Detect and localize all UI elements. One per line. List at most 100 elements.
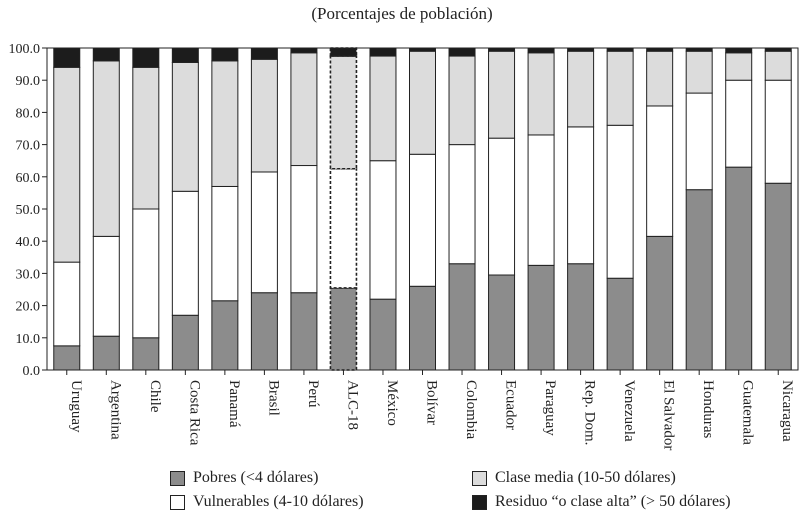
x-tick-label-honduras: Honduras bbox=[700, 380, 716, 438]
bar-argentina-vulnerables bbox=[92, 235, 120, 337]
legend-label-pobres: Pobres (<4 dólares) bbox=[193, 469, 319, 486]
bar-uruguay-pobres bbox=[53, 345, 81, 371]
bar-colombia-pobres bbox=[448, 263, 476, 371]
bar-colombia-clase bbox=[448, 55, 476, 146]
bar-el-salvador-residuo bbox=[646, 47, 674, 52]
bar-costa-rica-vulnerables bbox=[171, 190, 199, 316]
bar-honduras-residuo bbox=[685, 47, 713, 52]
bar-mexico-residuo bbox=[369, 47, 397, 57]
chart-title: (Porcentajes de población) bbox=[311, 4, 493, 23]
bar-bolivar-residuo bbox=[409, 47, 436, 52]
bar-el-salvador-pobres bbox=[646, 235, 674, 371]
bar-brasil-residuo bbox=[250, 47, 278, 60]
bar-argentina-clase bbox=[92, 60, 120, 237]
legend-label-vulnerables: Vulnerables (4-10 dólares) bbox=[193, 493, 364, 510]
legend-label-residuo: Residuo “o clase alta” (> 50 dólares) bbox=[495, 493, 731, 510]
bar-panama-residuo bbox=[211, 47, 239, 62]
bar-venezuela-pobres bbox=[606, 277, 634, 371]
y-tick-label: 40.0 bbox=[16, 235, 41, 250]
bar-rep-dom-residuo bbox=[567, 47, 595, 52]
bar-costa-rica-residuo bbox=[171, 47, 199, 63]
x-tick-label-paraguay: Paraguay bbox=[542, 380, 558, 436]
bar-brasil-vulnerables bbox=[250, 171, 278, 294]
x-tick-label-nicaragua: Nicaragua bbox=[779, 380, 795, 442]
bar-peru-residuo bbox=[290, 47, 318, 54]
x-tick-label-el-salvador: El Salvador bbox=[661, 380, 677, 450]
x-tick-label-colombia: Colombia bbox=[463, 380, 479, 440]
bar-ecuador-clase bbox=[488, 50, 516, 139]
bar-colombia-vulnerables bbox=[448, 144, 476, 265]
bar-costa-rica-pobres bbox=[171, 314, 199, 371]
x-tick-label-brasil: Brasil bbox=[265, 380, 281, 416]
y-tick-label: 20.0 bbox=[16, 300, 41, 315]
bar-honduras-clase bbox=[685, 50, 713, 94]
legend-item-residuo: Residuo “o clase alta” (> 50 dólares) bbox=[472, 493, 731, 511]
bar-nicaragua-clase bbox=[764, 50, 792, 81]
legend-item-pobres: Pobres (<4 dólares) bbox=[170, 469, 318, 487]
y-tick-label: 100.0 bbox=[9, 42, 41, 57]
bar-venezuela-vulnerables bbox=[606, 124, 634, 279]
bar-bolivar-clase bbox=[409, 50, 436, 155]
bar-peru-vulnerables bbox=[290, 165, 318, 294]
x-tick-label-venezuela: Venezuela bbox=[621, 380, 637, 442]
bar-paraguay-pobres bbox=[527, 264, 555, 371]
legend-swatch-clase-media bbox=[472, 470, 487, 486]
bar-chile-clase bbox=[132, 66, 160, 210]
bar-chile-pobres bbox=[132, 337, 160, 371]
x-tick-label-ecuador: Ecuador bbox=[503, 380, 519, 430]
legend-item-vulnerables: Vulnerables (4-10 dólares) bbox=[170, 493, 364, 511]
bar-argentina-residuo bbox=[92, 47, 120, 62]
legend-swatch-residuo bbox=[472, 494, 487, 510]
x-tick-label-chile: Chile bbox=[147, 380, 163, 413]
x-tick-label-panama: Panamá bbox=[226, 380, 242, 428]
y-tick-label: 10.0 bbox=[16, 332, 41, 347]
bar-uruguay-clase bbox=[53, 66, 81, 263]
bar-brasil-clase bbox=[250, 58, 278, 173]
bar-ecuador-vulnerables bbox=[488, 137, 516, 276]
bar-rep-dom-vulnerables bbox=[567, 126, 595, 265]
bar-panama-vulnerables bbox=[211, 185, 239, 302]
bar-guatemala-pobres bbox=[725, 166, 753, 371]
bar-nicaragua-vulnerables bbox=[764, 79, 792, 184]
x-tick-label-bolivar: Bolívar bbox=[424, 380, 440, 425]
y-tick-label: 80.0 bbox=[16, 106, 41, 121]
bar-honduras-pobres bbox=[685, 189, 713, 371]
y-tick-label: 60.0 bbox=[16, 171, 41, 186]
bar-paraguay-clase bbox=[527, 52, 555, 136]
bar-chile-residuo bbox=[132, 47, 160, 68]
bar-brasil-pobres bbox=[250, 292, 278, 371]
y-tick-label: 70.0 bbox=[16, 139, 41, 154]
bar-ecuador-pobres bbox=[488, 274, 516, 371]
legend-swatch-vulnerables bbox=[170, 494, 185, 510]
x-tick-label-mexico: México bbox=[384, 380, 400, 426]
bar-panama-pobres bbox=[211, 300, 239, 371]
bar-chile-vulnerables bbox=[132, 208, 160, 339]
y-tick-label: 0.0 bbox=[23, 364, 41, 379]
x-tick-label-guatemala: Guatemala bbox=[740, 380, 756, 445]
bar-venezuela-clase bbox=[606, 50, 634, 126]
bar-guatemala-vulnerables bbox=[725, 79, 753, 168]
bar-mexico-pobres bbox=[369, 298, 397, 371]
bar-guatemala-clase bbox=[725, 52, 753, 81]
bar-mexico-clase bbox=[369, 55, 397, 162]
bar-uruguay-vulnerables bbox=[53, 261, 81, 347]
x-tick-label-alc-18: ALC-18 bbox=[344, 380, 360, 430]
x-tick-label-rep-dom: Rep. Dom. bbox=[582, 380, 598, 445]
bar-paraguay-vulnerables bbox=[527, 134, 555, 266]
x-tick-label-peru: Perú bbox=[305, 380, 321, 408]
x-tick-label-uruguay: Uruguay bbox=[68, 380, 84, 433]
x-tick-label-argentina: Argentina bbox=[107, 380, 123, 440]
legend-swatch-pobres bbox=[170, 470, 185, 486]
bar-rep-dom-pobres bbox=[567, 263, 595, 371]
bar-el-salvador-clase bbox=[646, 50, 674, 107]
bar-guatemala-residuo bbox=[725, 47, 753, 54]
bar-argentina-pobres bbox=[92, 335, 120, 371]
bar-honduras-vulnerables bbox=[685, 92, 713, 191]
bar-mexico-vulnerables bbox=[369, 160, 397, 300]
bar-alc-18-clase bbox=[329, 55, 358, 170]
bar-alc-18-vulnerables bbox=[329, 167, 358, 289]
x-tick-label-costa-rica: Costa Rica bbox=[186, 380, 202, 446]
bar-nicaragua-residuo bbox=[764, 47, 792, 52]
legend-label-clase-media: Clase media (10-50 dólares) bbox=[495, 469, 676, 486]
